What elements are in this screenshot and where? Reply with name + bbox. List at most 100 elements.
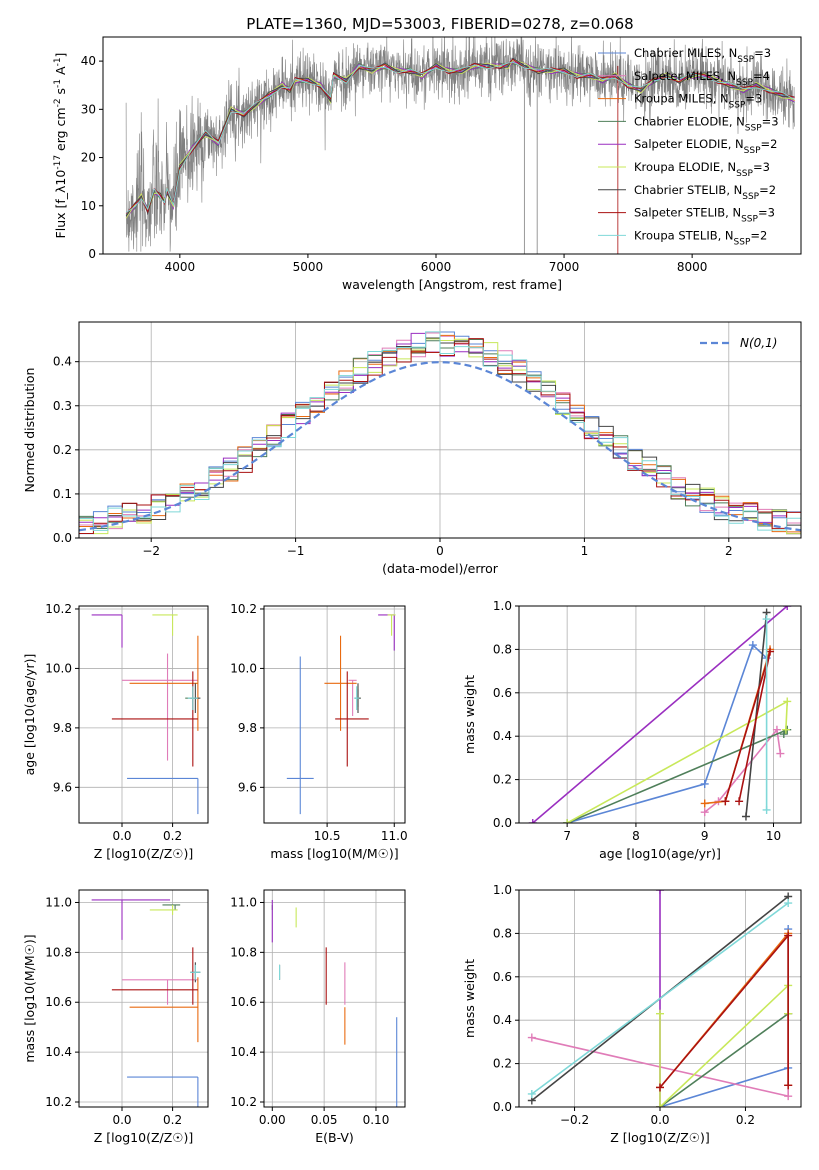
plot-area <box>527 890 793 1107</box>
series-chabrier-elodie <box>656 1009 793 1107</box>
series-marker <box>776 749 785 758</box>
y-tick-label: 0.6 <box>493 970 512 984</box>
errorbar-kroupa-elodie <box>149 904 178 915</box>
y-tick-label: 0.6 <box>493 686 512 700</box>
series-marker <box>700 799 709 808</box>
axes-frame <box>78 321 802 539</box>
panel-spectrum: 4000 5000 6000 7000 8000 0 10 20 30 40 wavelength … <box>53 36 802 292</box>
y-tick-label: 0.0 <box>493 816 512 830</box>
panel-mass_vs_ebv: 0.00 0.05 0.10 10.2 10.4 10.6 10.8 11.0 E(B-V) <box>230 889 406 1145</box>
errorbar-salpeter-stelib <box>335 671 369 767</box>
x-tick-label: 7 <box>563 829 571 843</box>
x-tick-label: 11.0 <box>381 829 408 843</box>
series-marker <box>783 697 792 706</box>
plot-area <box>271 899 398 1107</box>
x-tick-label: 0.10 <box>363 1113 390 1127</box>
series-salpeter-stelib <box>721 647 775 806</box>
errorbar-salpeter-miles <box>122 653 198 761</box>
series-kroupa-stelib <box>527 899 793 1098</box>
series-line <box>659 933 789 1088</box>
y-tick-label: 0.2 <box>493 773 512 787</box>
series-line <box>566 728 788 823</box>
y-tick-label: 10.2 <box>230 602 257 616</box>
x-tick-label: 10 <box>766 829 781 843</box>
x-tick-label: 8000 <box>677 260 708 274</box>
x-tick-label: 10.5 <box>314 829 341 843</box>
errorbar-chabrier-miles <box>127 1076 199 1107</box>
errorbar-salpeter-elodie <box>91 614 123 648</box>
series-line <box>566 700 789 823</box>
legend-label: Salpeter ELODIE, NSSP=2 <box>634 137 777 156</box>
x-tick-label: 0.2 <box>163 829 182 843</box>
y-tick-label: 9.8 <box>53 721 72 735</box>
x-axis-label: Z [log10(Z/Z☉)] <box>610 1130 710 1145</box>
x-axis-label: age [log10(age/yr)] <box>599 846 721 861</box>
series-marker <box>762 615 771 624</box>
legend: Chabrier MILES, NSSP=3 Salpeter MILES, NS… <box>598 46 779 247</box>
panel-age_vs_mass: 10.5 11.0 9.6 9.8 10.0 10.2 mass [log10(M/M☉)] <box>230 602 407 861</box>
y-tick-label: 1.0 <box>493 599 512 613</box>
y-tick-label: 0.0 <box>53 531 72 545</box>
axes-frame <box>518 889 802 1108</box>
axes-frame <box>78 889 209 1108</box>
series-marker <box>779 730 788 739</box>
y-tick-label: 0.0 <box>493 1100 512 1114</box>
legend-label: Salpeter STELIB, NSSP=3 <box>634 206 775 225</box>
model-salpeter-stelib <box>125 58 795 214</box>
series-marker <box>762 805 771 814</box>
errorbar-salpeter-stelib <box>111 671 198 767</box>
x-tick-label: 2 <box>725 544 733 558</box>
errorbar-salpeter-stelib <box>111 947 198 1005</box>
panel-weight_vs_z: −0.2 0.0 0.2 0.0 0.2 0.4 0.6 0.8 1.0 Z [log10(Z/Z… <box>462 883 802 1145</box>
plot-area <box>286 614 396 815</box>
model-kroupa-stelib <box>125 61 795 213</box>
series-marker <box>783 606 792 610</box>
series-marker <box>781 725 790 734</box>
x-tick-label: 6000 <box>421 260 452 274</box>
errorbar-chabrier-miles <box>127 777 199 815</box>
y-tick-label: 0.8 <box>493 642 512 656</box>
x-tick-label: −2 <box>142 544 160 558</box>
y-tick-label: 0.4 <box>493 1013 512 1027</box>
x-tick-label: 0.05 <box>311 1113 338 1127</box>
y-tick-label: 20 <box>81 151 96 165</box>
errorbar-salpeter-miles <box>348 679 357 716</box>
y-tick-label: 1.0 <box>493 883 512 897</box>
y-tick-label: 10.0 <box>230 661 257 675</box>
panel-residuals: −2 −1 0 1 2 0.0 0.1 0.2 0.3 0.4 (data-model)/error… <box>22 321 802 576</box>
series-marker <box>721 797 730 806</box>
legend-label: Kroupa ELODIE, NSSP=3 <box>634 160 770 179</box>
x-tick-label: 0.0 <box>112 829 131 843</box>
series-marker <box>748 641 757 650</box>
x-axis-label: Z [log10(Z/Z☉)] <box>94 1130 194 1145</box>
series-marker <box>784 1092 793 1101</box>
x-tick-label: −1 <box>287 544 305 558</box>
series-marker <box>527 1033 536 1042</box>
x-tick-label: −0.2 <box>560 1113 589 1127</box>
x-tick-label: 0.2 <box>736 1113 755 1127</box>
axes-frame <box>263 889 406 1108</box>
errorbar-kroupa-miles <box>324 635 357 731</box>
legend-label: Kroupa STELIB, NSSP=2 <box>634 228 767 247</box>
panel-age_vs_z: 0.0 0.2 9.6 9.8 10.0 10.2 Z [log10(Z/Z☉)] age [… <box>22 602 209 861</box>
series-marker <box>656 1009 664 1018</box>
series-marker <box>528 819 537 823</box>
series-salpeter-stelib <box>656 931 793 1092</box>
x-tick-label: 0.00 <box>259 1113 286 1127</box>
series-kroupa-elodie <box>656 981 793 1107</box>
series-marker <box>527 1089 536 1098</box>
legend-label: Salpeter MILES, NSSP=4 <box>634 69 770 88</box>
y-tick-label: 0.4 <box>493 729 512 743</box>
series-line <box>724 651 771 802</box>
errorbar-kroupa-elodie <box>387 614 396 636</box>
y-tick-label: 0.4 <box>53 355 72 369</box>
plot-area <box>125 37 795 254</box>
legend-label: Chabrier STELIB, NSSP=2 <box>634 183 776 202</box>
y-tick-label: 10.2 <box>45 1095 72 1109</box>
y-axis-label: mass weight <box>462 675 477 754</box>
y-axis-label: mass weight <box>462 959 477 1038</box>
plot-area <box>91 614 201 815</box>
x-axis-label: (data-model)/error <box>382 561 499 576</box>
x-axis-label: Z [log10(Z/Z☉)] <box>94 846 194 861</box>
